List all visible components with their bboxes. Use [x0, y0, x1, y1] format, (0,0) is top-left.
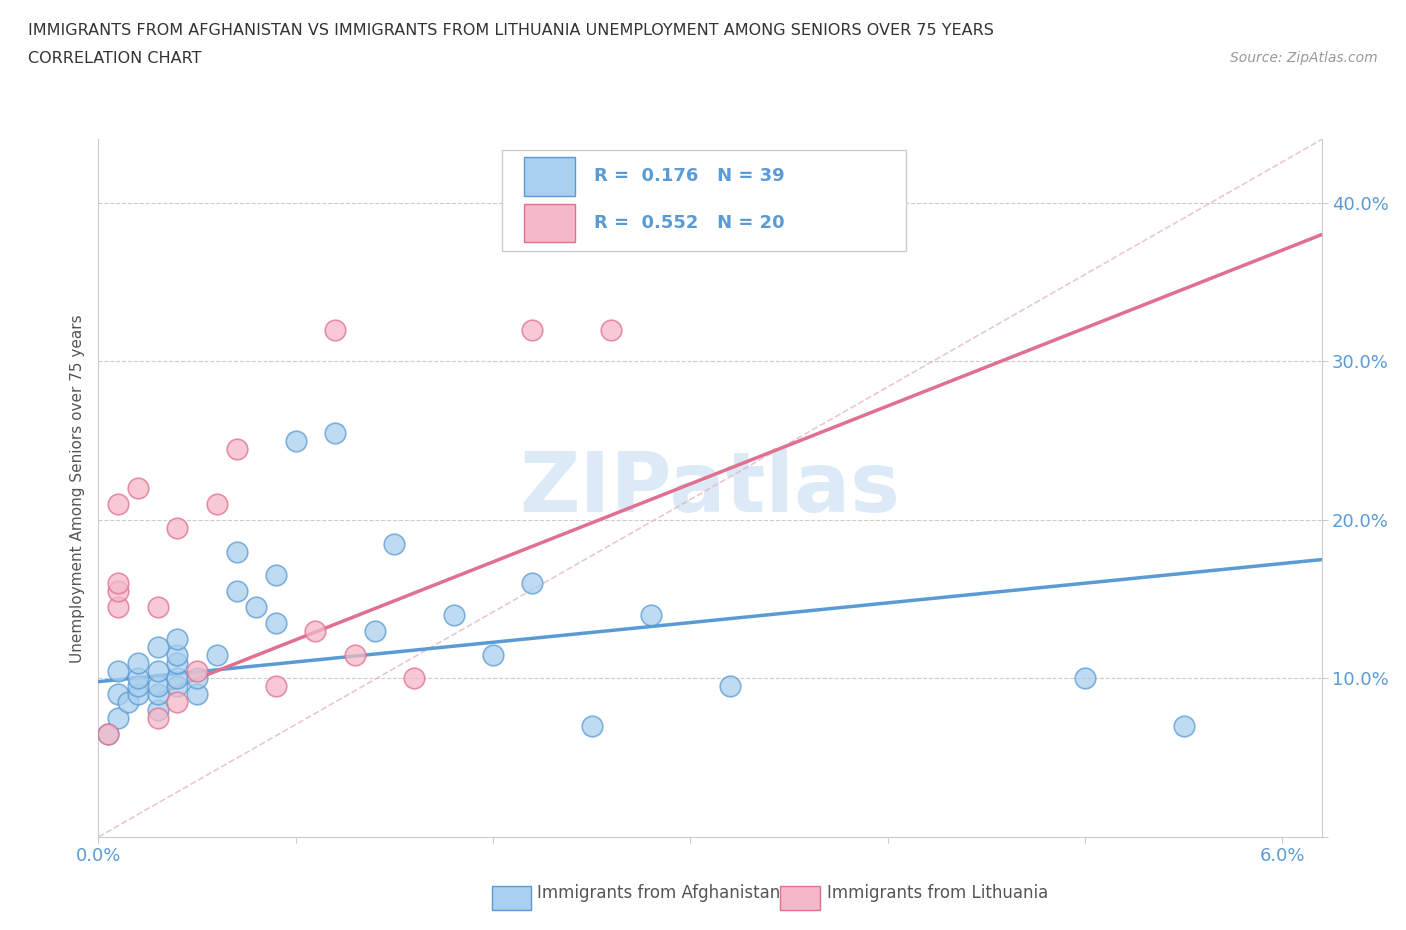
Text: Immigrants from Lithuania: Immigrants from Lithuania: [827, 884, 1047, 902]
Y-axis label: Unemployment Among Seniors over 75 years: Unemployment Among Seniors over 75 years: [69, 314, 84, 662]
Point: [127, 481, 149, 496]
Point: [166, 671, 188, 686]
Point: [117, 695, 139, 710]
Point: [404, 671, 426, 686]
Point: [205, 647, 228, 662]
Point: [600, 323, 623, 338]
Text: Immigrants from Afghanistan: Immigrants from Afghanistan: [537, 884, 780, 902]
Point: [127, 671, 149, 686]
Point: [718, 679, 741, 694]
Point: [107, 687, 129, 702]
Point: [225, 441, 247, 456]
Point: [205, 497, 228, 512]
Text: CORRELATION CHART: CORRELATION CHART: [28, 51, 201, 66]
Point: [264, 679, 287, 694]
Point: [522, 576, 544, 591]
Point: [186, 663, 208, 678]
Point: [581, 719, 603, 734]
Point: [522, 323, 544, 338]
Point: [1173, 719, 1195, 734]
Point: [304, 623, 326, 638]
Point: [1074, 671, 1097, 686]
Point: [127, 679, 149, 694]
Point: [186, 671, 208, 686]
Point: [166, 521, 188, 536]
Point: [107, 600, 129, 615]
Point: [166, 647, 188, 662]
Point: [146, 703, 169, 718]
Point: [107, 663, 129, 678]
Point: [245, 600, 267, 615]
Text: R =  0.552   N = 20: R = 0.552 N = 20: [593, 214, 785, 232]
Point: [443, 607, 465, 622]
Point: [186, 687, 208, 702]
Point: [264, 568, 287, 583]
Point: [323, 323, 346, 338]
Point: [97, 726, 120, 741]
Point: [146, 600, 169, 615]
Point: [284, 433, 307, 448]
FancyBboxPatch shape: [502, 150, 905, 251]
Point: [640, 607, 662, 622]
Point: [343, 647, 366, 662]
Point: [323, 425, 346, 440]
Text: Source: ZipAtlas.com: Source: ZipAtlas.com: [1230, 51, 1378, 65]
Point: [107, 711, 129, 725]
Point: [107, 584, 129, 599]
Text: ZIPatlas: ZIPatlas: [520, 447, 900, 529]
Point: [127, 655, 149, 670]
Point: [225, 544, 247, 559]
FancyBboxPatch shape: [524, 204, 575, 243]
Point: [127, 687, 149, 702]
Point: [146, 711, 169, 725]
Point: [166, 655, 188, 670]
Point: [382, 537, 405, 551]
Text: IMMIGRANTS FROM AFGHANISTAN VS IMMIGRANTS FROM LITHUANIA UNEMPLOYMENT AMONG SENI: IMMIGRANTS FROM AFGHANISTAN VS IMMIGRANT…: [28, 23, 994, 38]
Point: [166, 679, 188, 694]
Text: R =  0.176   N = 39: R = 0.176 N = 39: [593, 167, 785, 185]
Point: [264, 616, 287, 631]
Point: [166, 631, 188, 646]
Point: [107, 497, 129, 512]
Point: [225, 584, 247, 599]
Point: [146, 679, 169, 694]
Point: [482, 647, 505, 662]
Point: [146, 687, 169, 702]
Point: [166, 695, 188, 710]
Point: [107, 576, 129, 591]
Point: [146, 663, 169, 678]
FancyBboxPatch shape: [524, 157, 575, 195]
Point: [146, 639, 169, 654]
Point: [97, 726, 120, 741]
Point: [363, 623, 385, 638]
